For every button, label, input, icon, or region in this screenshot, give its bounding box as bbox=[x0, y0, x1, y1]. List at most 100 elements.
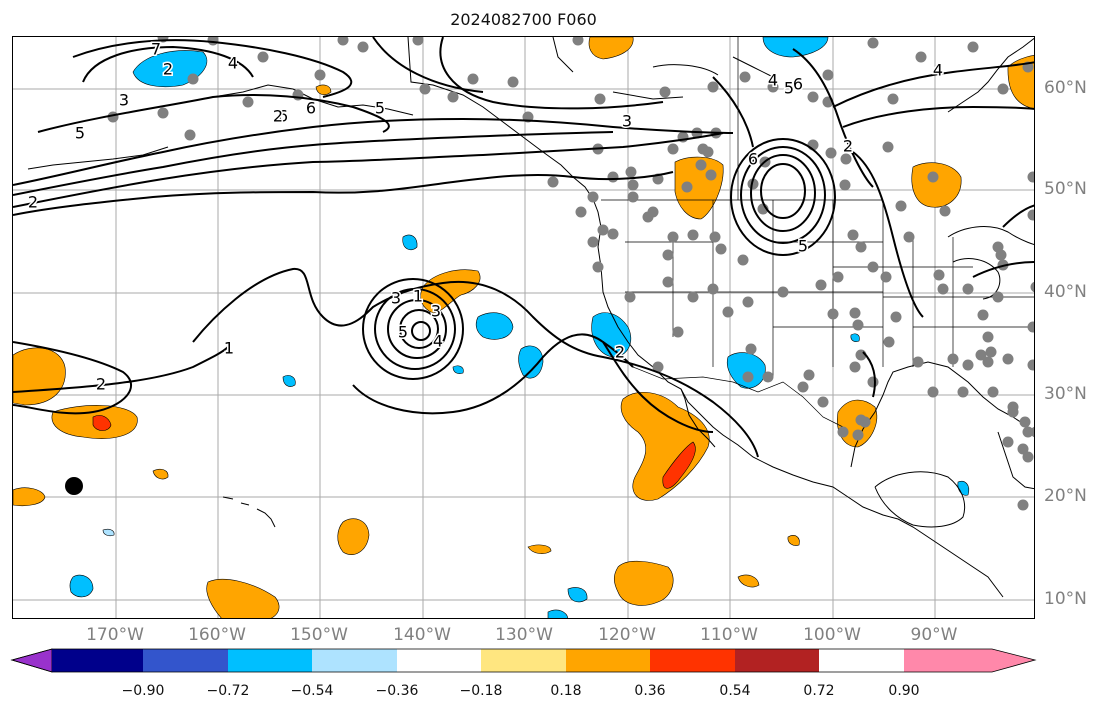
negative-anomaly bbox=[957, 480, 970, 496]
station-dot bbox=[652, 361, 664, 373]
station-dot bbox=[1017, 443, 1029, 455]
station-dot bbox=[982, 356, 994, 368]
station-dot bbox=[1007, 406, 1019, 418]
colorbar-tick-label: −0.90 bbox=[121, 683, 165, 699]
positive-anomaly bbox=[92, 415, 112, 431]
station-dot bbox=[1027, 209, 1034, 221]
station-dot bbox=[933, 269, 945, 281]
contour-label: 3 bbox=[119, 91, 129, 110]
contour-label: 1 bbox=[224, 339, 234, 358]
contour-label: 2 bbox=[163, 60, 173, 79]
station-dot bbox=[867, 37, 879, 49]
positive-anomaly bbox=[911, 162, 962, 208]
station-dot bbox=[697, 143, 709, 155]
contour-label: 5 bbox=[798, 237, 808, 256]
station-dot bbox=[709, 231, 721, 243]
station-dot bbox=[715, 243, 727, 255]
station-dot bbox=[187, 73, 199, 85]
station-dot bbox=[1030, 426, 1034, 438]
station-dot bbox=[184, 129, 196, 141]
contour-label: 1 bbox=[413, 287, 423, 306]
colorbar-extend-low bbox=[10, 648, 53, 673]
station-dot bbox=[852, 319, 864, 331]
station-dot bbox=[587, 236, 599, 248]
positive-anomaly bbox=[527, 544, 552, 554]
colorbar-segment bbox=[312, 649, 397, 672]
station-dot bbox=[667, 231, 679, 243]
station-dot bbox=[1030, 281, 1034, 293]
contour-label: 3 bbox=[622, 112, 632, 131]
station-dot bbox=[992, 291, 1004, 303]
latitude-label: 60°N bbox=[1044, 78, 1087, 98]
storm-center-marker bbox=[65, 477, 83, 495]
station-dot bbox=[997, 83, 1009, 95]
station-dot bbox=[962, 359, 974, 371]
longitude-label: 100°W bbox=[803, 625, 861, 645]
station-dot bbox=[742, 296, 754, 308]
station-dot bbox=[737, 254, 749, 266]
station-dot bbox=[1022, 451, 1034, 463]
station-dot bbox=[939, 205, 951, 217]
station-dot bbox=[607, 228, 619, 240]
colorbar-segment bbox=[143, 649, 228, 672]
station-dot bbox=[745, 343, 757, 355]
station-dot bbox=[627, 179, 639, 191]
station-dot bbox=[624, 291, 636, 303]
contour-label: 2 bbox=[96, 375, 106, 394]
colorbar-segment bbox=[566, 649, 650, 672]
station-dot bbox=[822, 69, 834, 81]
colorbar-tick-label: −0.54 bbox=[290, 683, 334, 699]
graticule bbox=[13, 37, 1034, 618]
negative-anomaly bbox=[591, 312, 632, 358]
station-dot bbox=[852, 429, 864, 441]
station-dot bbox=[242, 96, 254, 108]
contour-label: 2 bbox=[615, 343, 625, 362]
longitude-label: 170°W bbox=[86, 625, 144, 645]
station-dot bbox=[1027, 171, 1034, 183]
contour-label: 4 bbox=[933, 61, 943, 80]
station-dot bbox=[592, 261, 604, 273]
station-dot bbox=[314, 69, 326, 81]
station-dot bbox=[797, 381, 809, 393]
station-dot bbox=[687, 229, 699, 241]
station-dot bbox=[547, 176, 559, 188]
negative-anomaly bbox=[762, 37, 829, 58]
station-dot bbox=[507, 76, 519, 88]
station-dot bbox=[575, 206, 587, 218]
station-dot bbox=[662, 249, 674, 261]
contour-label: 3 bbox=[391, 289, 401, 308]
contour-label: 5 bbox=[784, 79, 794, 98]
station-dot bbox=[625, 166, 637, 178]
positive-anomaly bbox=[787, 535, 800, 546]
station-dot bbox=[967, 41, 979, 53]
station-dot bbox=[687, 291, 699, 303]
colorbar bbox=[10, 648, 1037, 673]
station-dot bbox=[597, 224, 609, 236]
colorbar-tick-label: −0.72 bbox=[206, 683, 250, 699]
station-dot bbox=[1019, 416, 1031, 428]
station-dot bbox=[859, 416, 871, 428]
negative-anomaly bbox=[518, 345, 544, 379]
station-dot bbox=[832, 271, 844, 283]
station-dot bbox=[912, 356, 924, 368]
negative-anomaly bbox=[452, 365, 464, 374]
station-dot bbox=[847, 229, 859, 241]
negative-anomaly bbox=[850, 333, 860, 342]
positive-anomaly bbox=[315, 84, 332, 96]
station-dot bbox=[681, 181, 693, 193]
latitude-label: 10°N bbox=[1044, 589, 1087, 609]
station-dot bbox=[357, 41, 369, 53]
station-dot bbox=[572, 37, 584, 46]
station-dot bbox=[982, 331, 994, 343]
colorbar-outline bbox=[10, 648, 1037, 673]
colorbar-segment bbox=[735, 649, 819, 672]
station-dot bbox=[825, 147, 837, 159]
positive-anomaly bbox=[206, 579, 280, 618]
station-dot bbox=[705, 169, 717, 181]
station-dot bbox=[337, 37, 349, 46]
contour-lines bbox=[13, 37, 1034, 458]
station-dot bbox=[642, 211, 654, 223]
station-dot bbox=[957, 386, 969, 398]
map-title: 2024082700 F060 bbox=[450, 10, 597, 29]
